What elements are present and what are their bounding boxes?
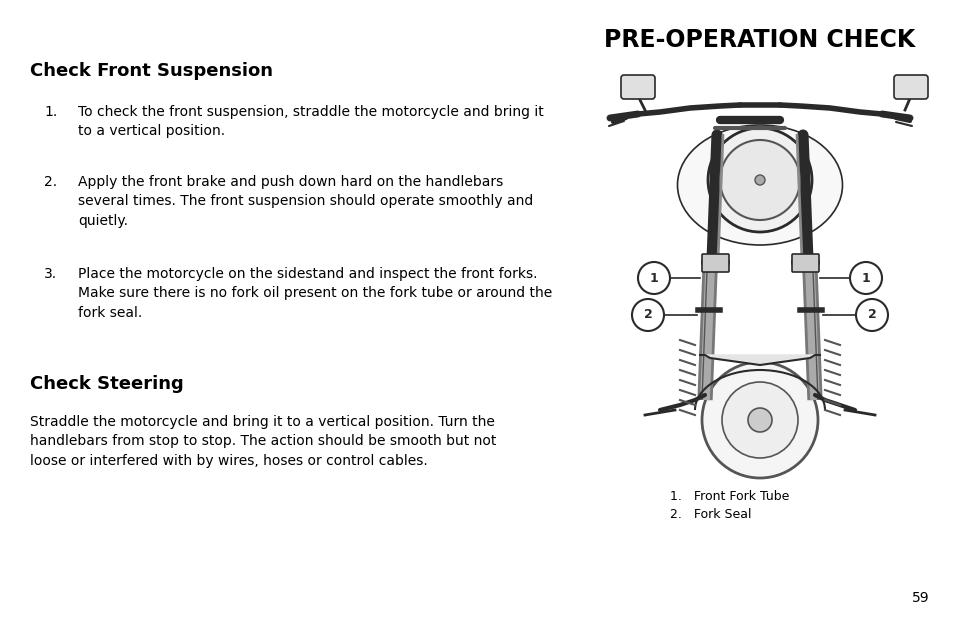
Circle shape (747, 408, 771, 432)
FancyBboxPatch shape (893, 75, 927, 99)
Text: Apply the front brake and push down hard on the handlebars
several times. The fr: Apply the front brake and push down hard… (78, 175, 533, 228)
Circle shape (754, 175, 764, 185)
Text: Straddle the motorcycle and bring it to a vertical position. Turn the
handlebars: Straddle the motorcycle and bring it to … (30, 415, 496, 468)
FancyBboxPatch shape (620, 75, 655, 99)
Text: 2.: 2. (44, 175, 57, 189)
Circle shape (849, 262, 882, 294)
Circle shape (855, 299, 887, 331)
FancyBboxPatch shape (701, 254, 728, 272)
Circle shape (707, 128, 811, 232)
Text: 1: 1 (861, 271, 869, 285)
Text: Check Steering: Check Steering (30, 375, 184, 393)
Circle shape (721, 382, 797, 458)
Text: To check the front suspension, straddle the motorcycle and bring it
to a vertica: To check the front suspension, straddle … (78, 105, 543, 139)
Text: PRE-OPERATION CHECK: PRE-OPERATION CHECK (604, 28, 915, 52)
Circle shape (631, 299, 663, 331)
Ellipse shape (677, 125, 841, 245)
Text: 1.   Front Fork Tube: 1. Front Fork Tube (669, 490, 788, 503)
Circle shape (720, 140, 800, 220)
Text: Check Front Suspension: Check Front Suspension (30, 62, 273, 80)
Text: Place the motorcycle on the sidestand and inspect the front forks.
Make sure the: Place the motorcycle on the sidestand an… (78, 267, 552, 320)
Text: 59: 59 (911, 591, 929, 605)
Circle shape (701, 362, 817, 478)
Polygon shape (700, 355, 820, 365)
Text: 3.: 3. (44, 267, 57, 281)
Text: 2: 2 (866, 308, 876, 322)
Circle shape (638, 262, 669, 294)
Text: 2.   Fork Seal: 2. Fork Seal (669, 508, 751, 521)
Text: 1.: 1. (44, 105, 57, 119)
Text: 1: 1 (649, 271, 658, 285)
FancyBboxPatch shape (791, 254, 818, 272)
Text: 2: 2 (643, 308, 652, 322)
